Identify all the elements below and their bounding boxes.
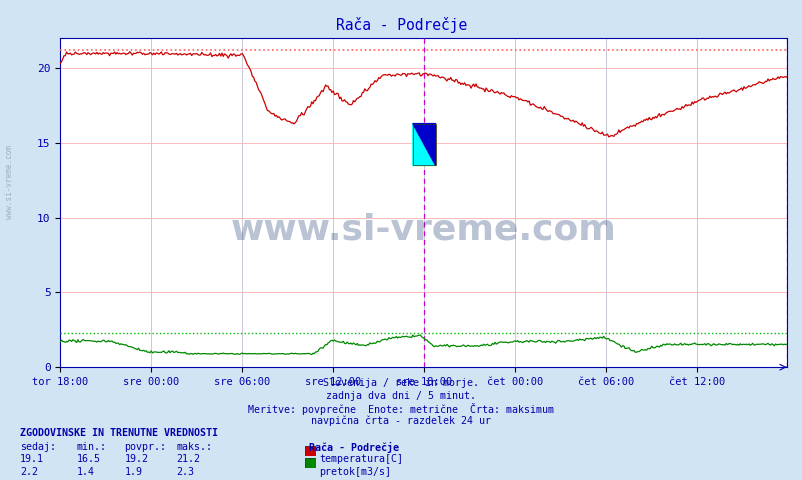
Text: pretok[m3/s]: pretok[m3/s] [319,467,391,477]
Text: 1.9: 1.9 [124,467,142,477]
Text: Rača - Podrečje: Rača - Podrečje [335,17,467,33]
Text: povpr.:: povpr.: [124,442,166,452]
Text: maks.:: maks.: [176,442,213,452]
Bar [412,123,435,166]
Text: 19.1: 19.1 [20,454,44,464]
Text: zadnja dva dni / 5 minut.: zadnja dva dni / 5 minut. [326,391,476,401]
Text: sedaj:: sedaj: [20,442,56,452]
Text: 2.3: 2.3 [176,467,194,477]
Text: navpična črta - razdelek 24 ur: navpična črta - razdelek 24 ur [311,416,491,426]
Text: www.si-vreme.com: www.si-vreme.com [230,212,616,246]
Text: www.si-vreme.com: www.si-vreme.com [5,145,14,219]
Text: Slovenija / reke in morje.: Slovenija / reke in morje. [323,378,479,388]
Text: 1.4: 1.4 [76,467,94,477]
Text: 19.2: 19.2 [124,454,148,464]
Text: min.:: min.: [76,442,106,452]
Text: Rača - Podrečje: Rača - Podrečje [309,442,399,453]
Text: temperatura[C]: temperatura[C] [319,454,403,464]
Text: Meritve: povprečne  Enote: metrične  Črta: maksimum: Meritve: povprečne Enote: metrične Črta:… [248,403,554,415]
Text: ZGODOVINSKE IN TRENUTNE VREDNOSTI: ZGODOVINSKE IN TRENUTNE VREDNOSTI [20,428,218,438]
Polygon shape [412,123,435,166]
Bar [412,123,435,166]
Text: 2.2: 2.2 [20,467,38,477]
Text: 21.2: 21.2 [176,454,200,464]
Polygon shape [412,123,435,166]
Text: 16.5: 16.5 [76,454,100,464]
